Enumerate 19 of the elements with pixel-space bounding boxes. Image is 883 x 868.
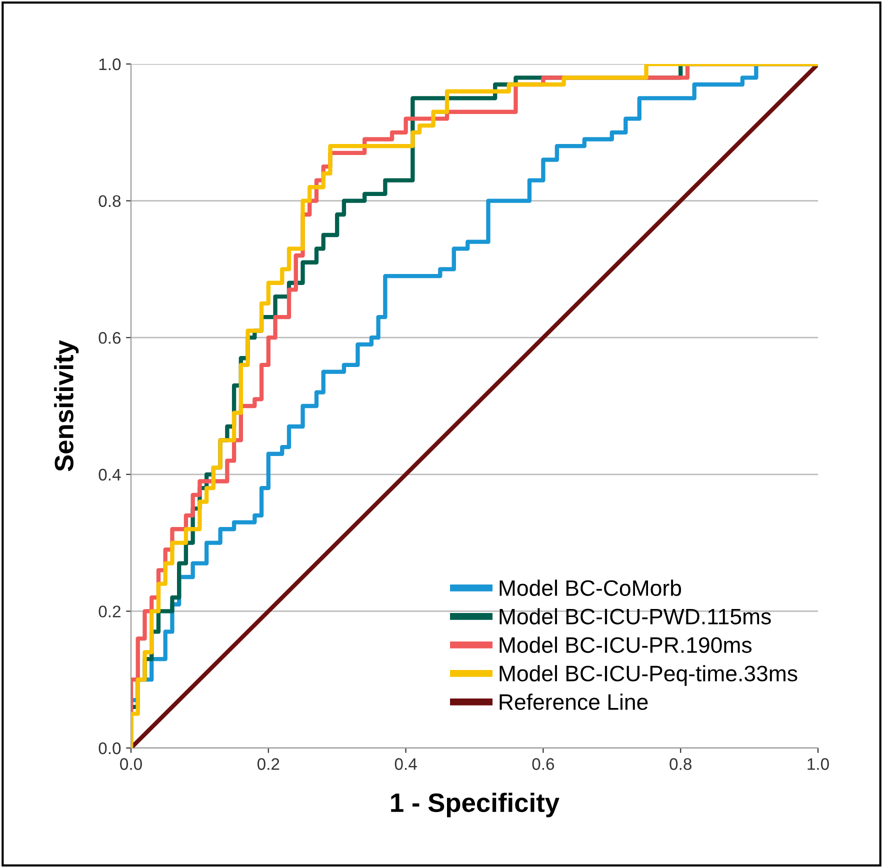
x-tick-label: 1.0 xyxy=(808,758,829,770)
y-tick-label: 0.6 xyxy=(98,332,121,344)
x-tick-label: 0.8 xyxy=(670,758,692,770)
x-axis-title: 1 - Specificity xyxy=(391,792,560,818)
y-tick-label: 0.0 xyxy=(98,742,121,754)
legend-label: Model BC-ICU-PR.190ms xyxy=(500,636,752,653)
y-axis-title: Sensitivity xyxy=(54,340,79,472)
legend-label: Reference Line xyxy=(500,694,648,710)
legend-label: Model BC-ICU-Peq-time.33ms xyxy=(500,665,798,686)
x-tick-label: 0.6 xyxy=(532,758,554,770)
legend-label: Model BC-CoMorb xyxy=(500,580,682,596)
x-tick-label: 0.0 xyxy=(120,758,142,770)
x-tick-label: 0.4 xyxy=(394,758,417,770)
legend-label: Model BC-ICU-PWD.115ms xyxy=(500,608,771,624)
y-tick-label: 1.0 xyxy=(99,58,121,70)
y-tick-label: 0.2 xyxy=(98,606,120,618)
y-tick-label: 0.4 xyxy=(98,468,121,481)
x-tick-label: 0.2 xyxy=(257,758,280,770)
y-tick-label: 0.8 xyxy=(98,195,121,208)
